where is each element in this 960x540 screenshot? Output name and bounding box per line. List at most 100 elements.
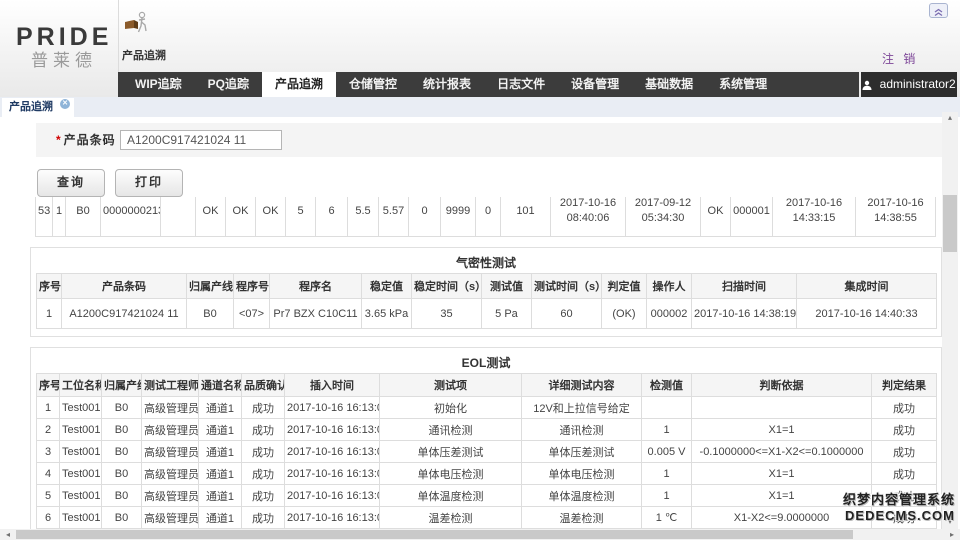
nav-item-7[interactable]: 基础数据 (645, 77, 694, 91)
table-cell: 成功 (241, 396, 285, 419)
table-row: 1 A1200C917421024 11 B0 <07> Pr7 BZX C10C11 3… (36, 298, 937, 329)
table-cell: 000001 (730, 197, 773, 237)
table-row: 2 Test001 B0 高级管理员 通道1 成功 2017-10-16 16:13:00 通… (36, 418, 937, 441)
watermark-line1: 织梦内容管理系统 (842, 492, 955, 507)
horizontal-scroll-thumb[interactable] (16, 530, 853, 539)
table-cell: 2017-10-16 16:13:00 (284, 484, 380, 507)
scroll-right-icon[interactable]: ▸ (949, 530, 954, 539)
table-cell: 1 (641, 418, 692, 441)
table-cell: 通道1 (198, 462, 242, 485)
logout-link[interactable]: 注 销 (882, 52, 919, 66)
product-barcode-input[interactable] (120, 130, 282, 150)
nav-item-4[interactable]: 统计报表 (423, 77, 472, 91)
print-button[interactable]: 打印 (115, 169, 183, 197)
nav-item-2[interactable]: 产品追溯 (262, 72, 337, 97)
airtight-test-table: 序号 产品条码 归属产线 程序号 程序名 稳定值 稳定时间（s） 测试值 测试时间（s） 判定值操… (36, 273, 937, 329)
table-cell: 5.5 (347, 197, 379, 237)
column-header: 集成时间 (796, 273, 937, 299)
table-cell: 5 (36, 484, 60, 507)
table-cell: 3 (36, 440, 60, 463)
column-header: 判断依据 (691, 373, 872, 397)
table-cell: B0 (101, 418, 142, 441)
eol-test-table: 序号工位名称归属产线测试工程师通道名称品质确认插入时间测试项详细测试内容检测值判… (36, 373, 937, 529)
table-cell: 高级管理员 (141, 440, 199, 463)
search-form: * 产品条码 (36, 123, 942, 157)
table-cell: 初始化 (379, 396, 522, 419)
table-cell: 成功 (241, 506, 285, 529)
module-test-table-clipped: 53 1 B0 0000000213 OK OK OK 5 6 5.5 5.57 0 9999 0 101 2… (35, 197, 937, 237)
table-cell: (OK) (601, 298, 647, 329)
table-cell: 6 (315, 197, 348, 237)
nav-item-1[interactable]: PQ追踪 (207, 77, 250, 91)
company-logo: PRIDE 普莱德 (16, 24, 112, 72)
table-cell: OK (195, 197, 226, 237)
watermark-line2: DEDECMS.COM (845, 508, 955, 523)
table-cell: 单体电压检测 (379, 462, 522, 485)
table-cell: B0 (65, 197, 101, 237)
table-cell: X1=1 (691, 462, 872, 485)
vertical-scroll-thumb[interactable] (943, 195, 957, 252)
column-header: 归属产线 (186, 273, 234, 299)
main-nav: WIP追踪 PQ追踪 产品追溯 仓储管控 统计报表 日志文件 设备管理 基础数据 系统管理 (118, 72, 859, 97)
column-header: 通道名称 (198, 373, 242, 397)
vertical-scrollbar[interactable]: ▴ ▾ (942, 112, 958, 529)
table-cell: 温差检测 (379, 506, 522, 529)
table-cell: 通道1 (198, 506, 242, 529)
table-cell: A1200C917421024 11 (61, 298, 187, 329)
table-cell: 2017-10-16 08:40:06 (550, 197, 626, 237)
nav-item-3[interactable]: 仓储管控 (349, 77, 398, 91)
table-row: 4 Test001 B0 高级管理员 通道1 成功 2017-10-16 16:13:00 单… (36, 462, 937, 485)
table-cell: B0 (101, 462, 142, 485)
table-cell: 0.005 V (641, 440, 692, 463)
table-cell: 通道1 (198, 396, 242, 419)
query-button[interactable]: 查询 (37, 169, 105, 197)
column-header: 详细测试内容 (521, 373, 642, 397)
tab-close-icon[interactable]: ✕ (60, 99, 70, 109)
table-cell: B0 (101, 440, 142, 463)
table-cell: 1 (52, 197, 66, 237)
table-cell: 5 Pa (481, 298, 532, 329)
column-header: 插入时间 (284, 373, 380, 397)
table-cell: 高级管理员 (141, 418, 199, 441)
table-cell: 35 (411, 298, 482, 329)
table-cell: 0 (475, 197, 501, 237)
tab-product-trace[interactable]: 产品追溯 ✕ (2, 98, 74, 117)
column-header: 归属产线 (101, 373, 142, 397)
table-cell: 0000000213 (100, 197, 161, 237)
table-cell: 高级管理员 (141, 484, 199, 507)
column-header: 序号 (36, 373, 60, 397)
table-cell (691, 396, 872, 419)
nav-item-0[interactable]: WIP追踪 (135, 77, 182, 91)
table-cell: 3.65 kPa (361, 298, 412, 329)
user-name: administrator2 (879, 77, 956, 91)
collapse-header-button[interactable] (929, 3, 948, 18)
table-cell: 2017-10-16 16:13:00 (284, 418, 380, 441)
eol-test-panel: EOL测试 序号工位名称归属产线测试工程师通道名称品质确认插入时间测试项详细测试… (30, 347, 942, 529)
table-cell: 2017-10-16 16:13:00 (284, 396, 380, 419)
barcode-label: * 产品条码 (56, 123, 116, 157)
module-label: 产品追溯 (122, 50, 166, 62)
table-cell: 2017-10-16 14:33:15 (772, 197, 856, 237)
table-cell: X1-X2<=9.0000000 (691, 506, 872, 529)
table-cell: 高级管理员 (141, 506, 199, 529)
scroll-down-icon[interactable]: ▾ (947, 517, 952, 526)
table-cell: B0 (186, 298, 234, 329)
table-cell: 高级管理员 (141, 462, 199, 485)
table-cell: 2017-10-16 16:13:00 (284, 462, 380, 485)
nav-item-8[interactable]: 系统管理 (719, 77, 768, 91)
table-cell: Test001 (59, 418, 102, 441)
nav-item-6[interactable]: 设备管理 (571, 77, 620, 91)
column-header: 测试工程师 (141, 373, 199, 397)
table-cell: 成功 (871, 528, 937, 529)
table-cell: X1=1 (691, 418, 872, 441)
scroll-left-icon[interactable]: ◂ (5, 530, 10, 539)
table-cell: 单体压差测试 (521, 440, 642, 463)
table-cell: 6 (36, 506, 60, 529)
user-menu[interactable]: administrator2 (861, 72, 957, 97)
nav-item-5[interactable]: 日志文件 (497, 77, 546, 91)
horizontal-scrollbar[interactable]: ◂ ▸ (0, 529, 960, 540)
column-header: 稳定时间（s） (411, 273, 482, 299)
scroll-up-icon[interactable]: ▴ (947, 113, 952, 122)
module-shortcut[interactable]: 产品追溯 (122, 10, 182, 63)
